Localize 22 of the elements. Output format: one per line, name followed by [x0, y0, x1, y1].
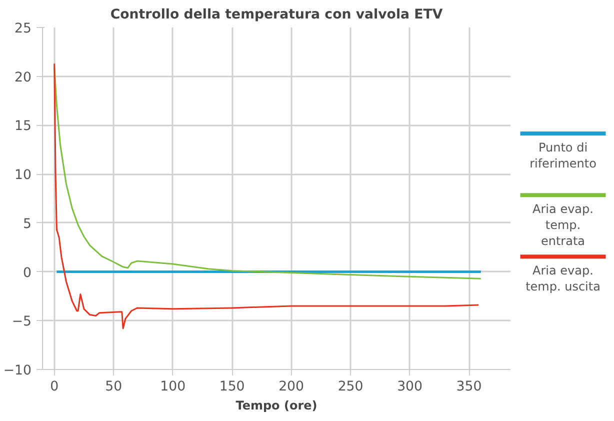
x-tick-label: 100: [160, 380, 186, 394]
text: Aria evap. temp. uscita: [526, 263, 600, 294]
y-tick-label: 15: [14, 119, 32, 134]
y-tick-label: 20: [14, 70, 32, 86]
x-tick-label: 50: [105, 380, 122, 394]
x-tick-label: 350: [456, 380, 482, 394]
line-series: [54, 62, 480, 330]
y-tick-label: 0: [23, 266, 32, 281]
y-tick-label: 5: [23, 216, 32, 232]
text: Punto di riferimento: [530, 140, 596, 170]
y-tick-label: 10: [14, 168, 32, 184]
y-tick-label: −10: [3, 364, 32, 378]
x-tick-label: 300: [397, 380, 423, 394]
x-tick-label: 250: [338, 380, 364, 394]
y-tick-label: −5: [12, 314, 32, 330]
text: Aria evap. temp. entrata: [532, 202, 594, 248]
x-tick-label: 150: [219, 380, 245, 394]
x-tick-label: 200: [278, 380, 304, 394]
chart-title: Controllo della temperatura con valvola ETV: [110, 8, 444, 22]
x-axis-title: Tempo (ore): [236, 398, 318, 412]
x-tick-label: 0: [50, 380, 59, 394]
y-tick-label: 25: [14, 22, 32, 36]
